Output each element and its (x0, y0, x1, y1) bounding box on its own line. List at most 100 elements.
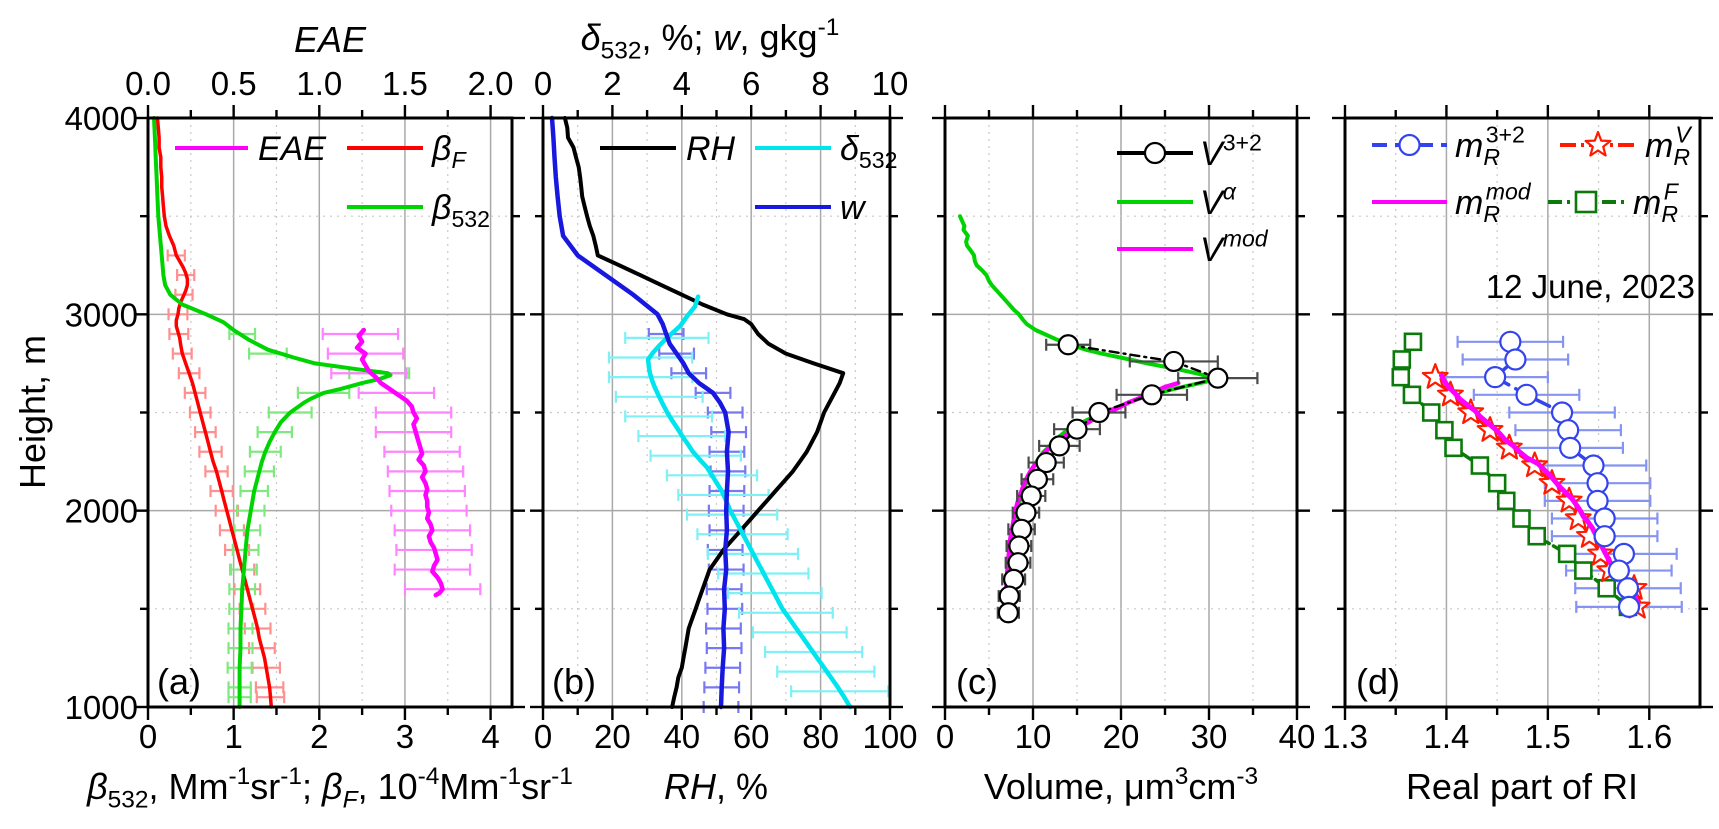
panel-b-top-tick-label: 0 (534, 65, 552, 102)
panel-a-xaxis-title: β532, Mm-1sr-1; βF, 10-4Mm-1sr-1 (86, 763, 573, 814)
legend-v-alpha: Vα (1117, 179, 1237, 222)
mr-3p2-profile-marker (1515, 383, 1538, 406)
panel-b-xtick-label: 0 (534, 718, 552, 755)
height-axis: 1000 2000 3000 4000 Height, m (12, 100, 138, 726)
beta-f-profile (155, 116, 274, 709)
panel-a-top-tick-label: 2.0 (468, 65, 514, 102)
eae-profile (354, 327, 445, 598)
legend-mr-3p2-label: mR3+2 (1455, 122, 1525, 170)
mr-v-profile-marker (1564, 504, 1592, 531)
legend-v-3p2-marker (1143, 141, 1167, 165)
panel-d-frame (1332, 105, 1713, 720)
v-3p2-profile-marker (1048, 435, 1071, 457)
panel-b-xtick-label: 40 (663, 718, 700, 755)
panel-d-xtick-label: 1.3 (1322, 718, 1368, 755)
v-3p2-profile-marker (1035, 451, 1057, 474)
panel-c-xtick-label: 20 (1103, 718, 1140, 755)
panel-b-top-tick-label: 8 (811, 65, 829, 102)
mr-f-profile-marker (1574, 561, 1593, 580)
panel-b-xaxis-title: RH, % (664, 766, 768, 807)
panel-d-xtick-label: 1.4 (1423, 718, 1469, 755)
legend-v-3p2-label: V3+2 (1200, 130, 1262, 173)
panel-b: 0 20 40 60 80 100 0 2 4 6 8 10 RH, % δ532, %; w, gkg-… (530, 14, 918, 807)
panel-a-xtick-label: 1 (224, 718, 242, 755)
legend-eae: EAE (175, 130, 326, 168)
panel-letter-d: (d) (1356, 661, 1400, 702)
panel-b-top-tick-label: 4 (673, 65, 691, 102)
legend-beta-532: β532 (347, 189, 490, 232)
panel-c-xtick-label: 30 (1191, 718, 1228, 755)
legend-v-3p2: V3+2 (1117, 130, 1262, 173)
mr-f-profile-marker (1403, 332, 1423, 352)
panel-letter-b: (b) (552, 661, 596, 702)
height-tick-label: 3000 (65, 296, 138, 333)
legend-delta-532: δ532 (755, 130, 897, 173)
legend-v-mod-label: Vmod (1200, 226, 1269, 269)
rh-profile (562, 116, 846, 709)
legend-w-label: w (840, 189, 867, 227)
legend-mr-v-label: mRV (1645, 122, 1693, 170)
v-3p2-profile-marker (1163, 350, 1185, 373)
mr-f-profile-marker (1391, 367, 1411, 387)
legend-mr-f-marker (1574, 190, 1598, 214)
legend-mr-3p2: mR3+2 (1372, 122, 1525, 170)
mr-3p2-profile (1484, 330, 1641, 618)
panel-letter-a: (a) (157, 661, 201, 702)
panel-c-xaxis-title: Volume, μm3cm-3 (984, 763, 1258, 807)
panel-a-top-tick-label: 1.0 (296, 65, 342, 102)
beta-532-profile (152, 116, 393, 709)
panel-a-frame (135, 105, 525, 720)
legend-eae-label: EAE (258, 130, 326, 168)
panel-b-top-tick-label: 2 (603, 65, 621, 102)
legend-mr-mod-label: mRmod (1455, 179, 1532, 227)
panel-d-xtick-label: 1.5 (1525, 718, 1571, 755)
panel-b-top-axis-title: δ532, %; w, gkg-1 (581, 14, 840, 65)
height-tick-label: 1000 (65, 689, 138, 726)
mr-f-profile-marker (1557, 544, 1577, 564)
legend-w: w (755, 189, 867, 227)
mr-f-profile-marker (1512, 509, 1531, 528)
v-3p2-profile-marker (1057, 334, 1079, 356)
mr-f-profile (1391, 332, 1638, 617)
mr-3p2-profile-marker (1616, 577, 1640, 600)
panel-a-top-tick-label: 0.0 (125, 65, 171, 102)
legend-mr-v: mRV (1560, 122, 1693, 170)
mr-f-profile-marker (1496, 491, 1516, 511)
v-3p2-profile-marker (1207, 367, 1229, 389)
legend-rh: RH (600, 130, 736, 168)
mr-f-profile-marker (1444, 438, 1463, 458)
mr-f-profile-marker (1392, 350, 1412, 369)
mr-v-profile-marker (1476, 416, 1504, 442)
height-tick-label: 2000 (65, 493, 138, 530)
mr-3p2-profile-marker (1484, 366, 1507, 389)
delta-532-profile (645, 294, 853, 710)
height-tick-label: 4000 (65, 100, 138, 137)
mr-3p2-profile-marker (1593, 525, 1616, 548)
panel-a-xtick-label: 3 (396, 718, 414, 755)
mr-3p2-profile-marker (1504, 348, 1527, 371)
legend-delta-532-label: δ532 (840, 130, 897, 173)
mr-f-profile-marker (1435, 420, 1454, 440)
panel-b-top-tick-label: 6 (742, 65, 760, 102)
panel-a-top-axis-title: EAE (294, 19, 367, 60)
height-axis-title: Height, m (12, 335, 53, 489)
legend-v-mod: Vmod (1117, 226, 1269, 269)
panel-c-frame (932, 105, 1310, 720)
panel-letter-c: (c) (956, 661, 998, 702)
legend-mr-v-marker (1584, 130, 1612, 157)
panel-a-xtick-label: 0 (139, 718, 157, 755)
legend-beta-532-label: β532 (431, 189, 490, 232)
legend-mr-3p2-marker (1398, 133, 1421, 157)
legend-mr-f-label: mRF (1633, 179, 1680, 227)
date-annotation: 12 June, 2023 (1486, 268, 1695, 305)
mr-3p2-profile-marker (1559, 436, 1582, 459)
mr-f-profile-marker (1421, 403, 1441, 422)
panel-d-xaxis-title: Real part of RI (1406, 766, 1638, 807)
mr-v-profile-marker (1421, 363, 1449, 389)
panel-b-xtick-label: 20 (594, 718, 631, 755)
mr-v-profile-marker (1437, 380, 1464, 407)
